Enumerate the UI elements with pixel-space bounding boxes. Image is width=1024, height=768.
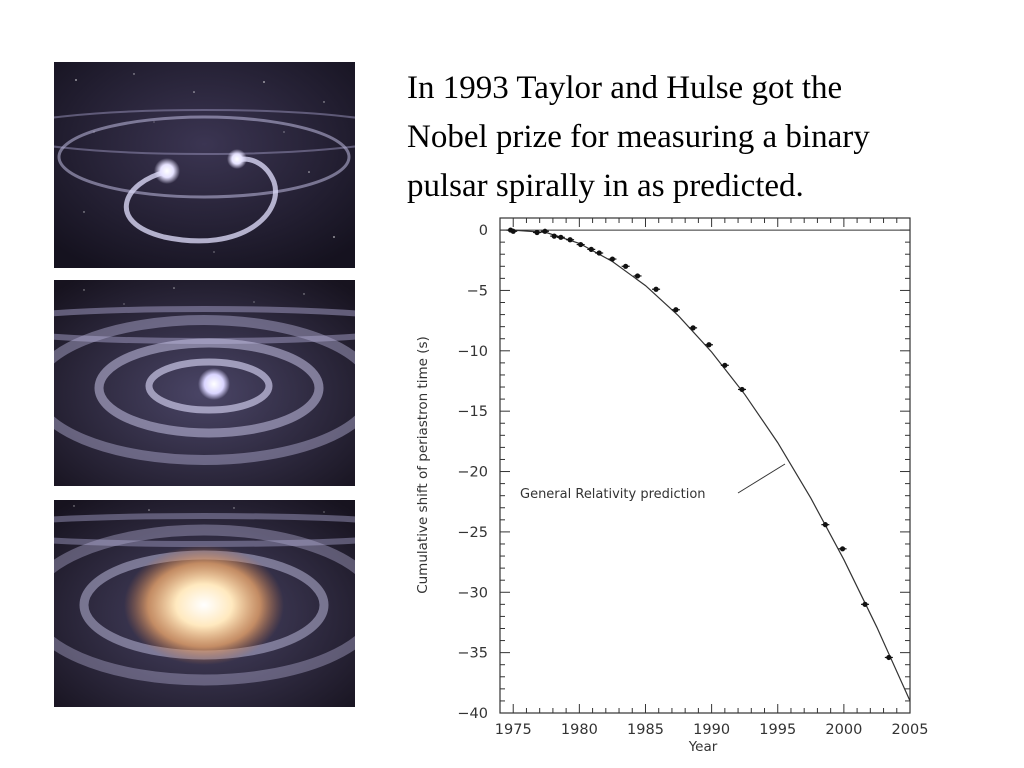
axis-ticks <box>499 218 911 714</box>
observation-point <box>556 234 565 240</box>
observation-point <box>720 362 729 368</box>
caption-line-3: pulsar spirally in as predicted. <box>407 168 804 204</box>
observation-point <box>704 342 713 348</box>
observation-point <box>861 601 870 607</box>
observation-point <box>550 233 559 239</box>
observation-point <box>621 263 630 269</box>
y-tick-label: −15 <box>457 404 488 420</box>
observation-point <box>738 386 747 393</box>
observation-point <box>838 546 847 552</box>
observation-point <box>509 228 518 234</box>
observation-point <box>566 237 575 243</box>
y-tick-label: −35 <box>457 646 488 662</box>
y-tick-label: −10 <box>457 344 488 360</box>
binary-stars-orbiting-panel <box>54 62 355 268</box>
annotation-leader <box>737 463 786 494</box>
caption-text: In 1993 Taylor and Hulse got the Nobel p… <box>407 64 1007 211</box>
x-tick-label: 1975 <box>495 722 532 738</box>
observation-point <box>608 256 617 262</box>
plot-frame <box>499 217 911 714</box>
x-tick-label: 1990 <box>693 722 730 738</box>
observation-point <box>540 228 549 234</box>
x-tick-label: 1985 <box>627 722 664 738</box>
observation-point <box>671 307 680 313</box>
periastron-shift-chart: 1975 1980 1985 1990 1995 2000 2005 0 −5 −10 −15 −20… <box>415 217 928 755</box>
observation-point <box>576 241 585 248</box>
observation-point <box>884 654 893 661</box>
prediction-curve <box>513 229 911 702</box>
observation-point <box>595 250 604 256</box>
y-axis-label: Cumulative shift of periastron time (s) <box>415 336 431 594</box>
caption-line-2: Nobel prize for measuring a binary <box>407 119 870 155</box>
observation-point <box>821 522 830 528</box>
y-tick-label: −20 <box>457 465 488 481</box>
y-tick-label: −30 <box>457 585 488 601</box>
observation-points <box>506 227 893 661</box>
binary-stars-close-spiral-panel <box>54 280 355 486</box>
y-tick-label: −5 <box>467 283 488 299</box>
observation-point <box>689 325 698 331</box>
observation-point <box>533 229 542 236</box>
observation-point <box>633 273 642 279</box>
axis-tick-labels: 1975 1980 1985 1990 1995 2000 2005 0 −5 −10 −15 −20… <box>457 223 928 738</box>
x-tick-label: 1995 <box>759 722 796 738</box>
x-tick-label: 2000 <box>825 722 862 738</box>
x-tick-label: 2005 <box>892 722 929 738</box>
x-axis-label: Year <box>688 739 718 755</box>
binary-stars-merger-panel <box>54 500 355 707</box>
y-tick-label: 0 <box>479 223 488 239</box>
y-tick-label: −25 <box>457 525 488 541</box>
observation-point <box>587 246 596 252</box>
y-tick-label: −40 <box>457 706 488 722</box>
annotation-label: General Relativity prediction <box>520 487 706 502</box>
caption-line-1: In 1993 Taylor and Hulse got the <box>407 70 843 106</box>
x-tick-label: 1980 <box>561 722 598 738</box>
observation-point <box>652 286 661 292</box>
